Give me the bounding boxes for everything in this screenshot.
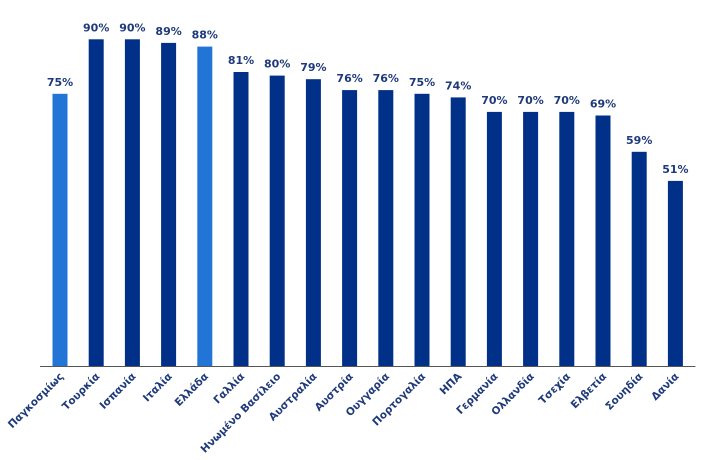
value-label-5: 88%: [192, 29, 218, 42]
bar-8: [305, 79, 321, 366]
bar-4: [161, 42, 177, 367]
category-label-4: Ιταλία: [141, 371, 175, 405]
category-label-2: Τουρκία: [60, 371, 102, 413]
value-label-15: 70%: [554, 94, 580, 107]
bar-14: [523, 111, 539, 367]
bar-11: [414, 93, 430, 367]
bar-18: [667, 180, 683, 366]
category-label-5: Ελλάδα: [173, 371, 211, 409]
bar-15: [559, 111, 575, 367]
bar-7: [269, 75, 285, 366]
value-label-16: 69%: [590, 98, 616, 111]
value-label-3: 90%: [119, 21, 145, 34]
value-label-8: 79%: [300, 61, 326, 74]
bar-10: [378, 90, 394, 366]
bar-1: [52, 93, 68, 367]
value-label-14: 70%: [517, 94, 543, 107]
category-label-15: Τσεχία: [537, 371, 573, 407]
bar-12: [450, 97, 466, 367]
category-label-3: Ισπανία: [97, 371, 138, 412]
bar-6: [233, 72, 249, 366]
category-label-1: Παγκοσμίως: [6, 371, 66, 431]
bar-5: [197, 46, 213, 366]
value-label-11: 75%: [409, 76, 435, 89]
category-label-12: ΗΠΑ: [438, 370, 465, 397]
value-label-12: 74%: [445, 79, 471, 92]
category-label-17: Σουηδία: [603, 371, 645, 413]
bars-layer: [52, 39, 683, 367]
value-label-6: 81%: [228, 54, 254, 67]
bar-9: [342, 90, 358, 366]
category-label-6: Γαλλία: [211, 371, 247, 407]
bar-16: [595, 115, 611, 366]
value-label-9: 76%: [336, 72, 362, 85]
bar-17: [631, 151, 647, 366]
value-label-4: 89%: [155, 25, 181, 38]
value-label-17: 59%: [626, 134, 652, 147]
bar-3: [124, 39, 140, 367]
category-label-18: Δανία: [649, 371, 681, 403]
value-label-13: 70%: [481, 94, 507, 107]
value-label-18: 51%: [662, 163, 688, 176]
value-label-10: 76%: [373, 72, 399, 85]
value-label-7: 80%: [264, 58, 290, 71]
bar-13: [486, 111, 502, 367]
value-label-2: 90%: [83, 21, 109, 34]
value-labels-layer: 75% 90% 90% 89% 88% 81% 80% 79% 76% 76% 75% 74% 70% 7…: [47, 21, 689, 176]
bar-2: [88, 39, 104, 367]
value-label-1: 75%: [47, 76, 73, 89]
